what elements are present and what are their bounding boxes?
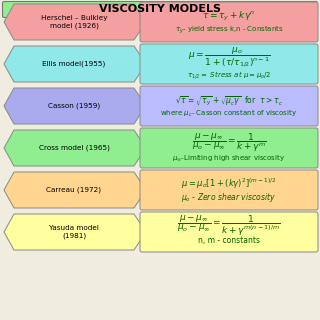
Polygon shape xyxy=(4,88,146,124)
Text: Herschel – Bulkley
model (1926): Herschel – Bulkley model (1926) xyxy=(41,15,107,29)
Text: n, m - constants: n, m - constants xyxy=(198,236,260,245)
Text: Ellis model(1955): Ellis model(1955) xyxy=(42,61,106,67)
Text: Yasuda model
(1981): Yasuda model (1981) xyxy=(49,225,99,239)
Text: $\mu = \dfrac{\mu_o}{1+(\tau/\tau_{1/2})^{n-1}}$: $\mu = \dfrac{\mu_o}{1+(\tau/\tau_{1/2})… xyxy=(188,46,270,70)
FancyBboxPatch shape xyxy=(140,86,318,126)
Text: $\dfrac{\mu-\mu_\infty}{\mu_o-\mu_\infty} = \dfrac{1}{k+\gamma^m}$: $\dfrac{\mu-\mu_\infty}{\mu_o-\mu_\infty… xyxy=(192,132,266,155)
Polygon shape xyxy=(4,4,146,40)
Text: $\tau_y$- yield stress k,n - Constants: $\tau_y$- yield stress k,n - Constants xyxy=(175,24,283,36)
Polygon shape xyxy=(4,46,146,82)
FancyBboxPatch shape xyxy=(140,44,318,84)
Text: VISCOSITY MODELS: VISCOSITY MODELS xyxy=(99,4,221,14)
Polygon shape xyxy=(4,130,146,166)
Text: Casson (1959): Casson (1959) xyxy=(48,103,100,109)
Text: Cross model (1965): Cross model (1965) xyxy=(39,145,109,151)
Text: $\sqrt{\tau} = \sqrt{\tau_y} + \sqrt{\mu_c\gamma}$  for  $\tau > \tau_c$: $\sqrt{\tau} = \sqrt{\tau_y} + \sqrt{\mu… xyxy=(175,94,283,108)
Text: Carreau (1972): Carreau (1972) xyxy=(46,187,101,193)
Text: $\tau_{1/2} =$ Stress at $\mu = \mu_o/2$: $\tau_{1/2} =$ Stress at $\mu = \mu_o/2$ xyxy=(187,69,271,81)
FancyBboxPatch shape xyxy=(140,170,318,210)
Text: $\mu_o$ - Zero shear viscosity: $\mu_o$ - Zero shear viscosity xyxy=(181,191,276,204)
Text: where $\mu_c$- Casson constant of viscosity: where $\mu_c$- Casson constant of viscos… xyxy=(160,109,298,119)
FancyBboxPatch shape xyxy=(140,2,318,42)
Text: $\mu_\infty$-Limiting high shear viscosity: $\mu_\infty$-Limiting high shear viscosi… xyxy=(172,153,285,163)
Polygon shape xyxy=(4,214,146,250)
FancyBboxPatch shape xyxy=(3,2,317,18)
Text: $\tau = \tau_y + k\gamma^n$: $\tau = \tau_y + k\gamma^n$ xyxy=(202,10,256,22)
Text: $\mu = \mu_o[1+(k\gamma)^2]^{(m-1)/2}$: $\mu = \mu_o[1+(k\gamma)^2]^{(m-1)/2}$ xyxy=(181,177,277,191)
Polygon shape xyxy=(4,172,146,208)
Text: $\dfrac{\mu-\mu_\infty}{\mu_o-\mu_\infty} = \dfrac{1}{k+\gamma^{m(n-1)/m}}$: $\dfrac{\mu-\mu_\infty}{\mu_o-\mu_\infty… xyxy=(177,214,281,238)
FancyBboxPatch shape xyxy=(140,128,318,168)
FancyBboxPatch shape xyxy=(140,212,318,252)
